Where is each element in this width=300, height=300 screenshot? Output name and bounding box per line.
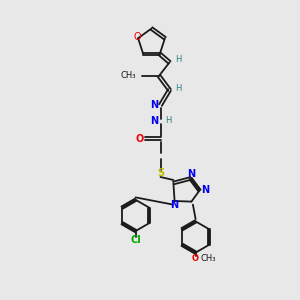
- Text: CH₃: CH₃: [200, 254, 216, 263]
- Text: O: O: [134, 32, 141, 42]
- Text: O: O: [136, 134, 144, 144]
- Text: Cl: Cl: [130, 235, 141, 245]
- Text: H: H: [165, 116, 171, 125]
- Text: CH₃: CH₃: [121, 71, 136, 80]
- Text: N: N: [150, 100, 159, 110]
- Text: N: N: [170, 200, 178, 210]
- Text: N: N: [187, 169, 195, 179]
- Text: S: S: [157, 168, 164, 178]
- Text: N: N: [201, 185, 210, 195]
- Text: N: N: [150, 116, 159, 127]
- Text: H: H: [175, 84, 181, 93]
- Text: H: H: [175, 56, 181, 64]
- Text: O: O: [191, 254, 198, 263]
